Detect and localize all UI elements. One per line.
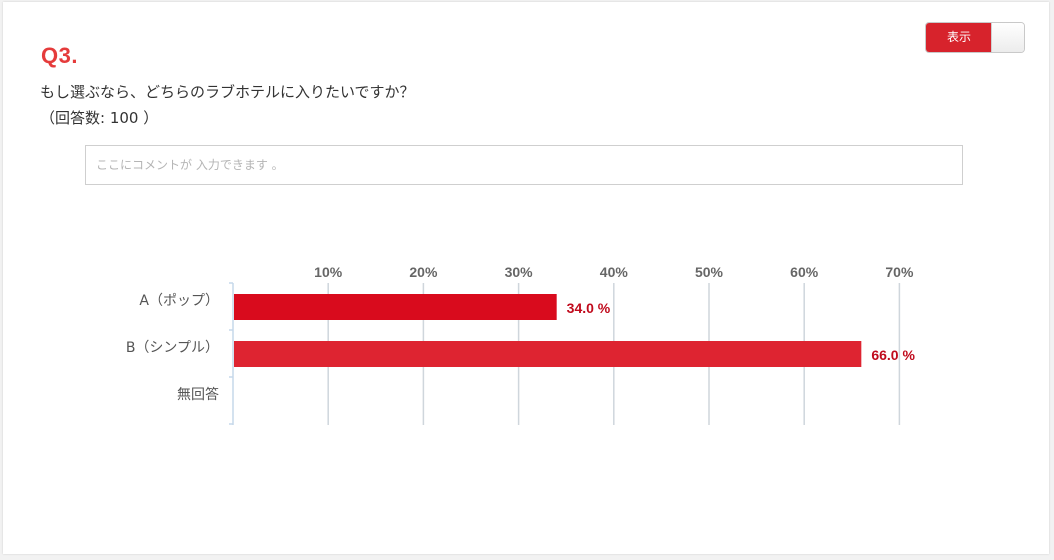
category-label: 無回答 bbox=[177, 386, 219, 403]
category-label: B（シンプル） bbox=[126, 340, 219, 356]
display-toggle[interactable]: 表示 bbox=[925, 22, 1025, 53]
x-tick-label: 30% bbox=[505, 264, 534, 280]
x-tick-label: 40% bbox=[600, 264, 629, 280]
toggle-knob[interactable] bbox=[991, 23, 1024, 52]
bar bbox=[234, 294, 557, 320]
x-tick-label: 10% bbox=[314, 264, 343, 280]
x-tick-label: 60% bbox=[790, 264, 819, 280]
x-tick-label: 50% bbox=[695, 264, 724, 280]
category-labels: A（ポップ） B（シンプル） 無回答 bbox=[126, 293, 219, 403]
category-label: A（ポップ） bbox=[139, 293, 219, 309]
question-text: もし選ぶなら、どちらのラブホテルに入りたいですか？ bbox=[40, 83, 415, 101]
x-tick-label: 70% bbox=[885, 264, 914, 280]
response-count: （回答数: 100 ） bbox=[40, 109, 159, 127]
question-card bbox=[3, 2, 1049, 554]
x-axis-ticks: 10% 20% 30% 40% 50% 60% 70% bbox=[314, 264, 914, 280]
category-axis bbox=[229, 282, 234, 425]
value-labels: 34.0 % 66.0 % bbox=[567, 300, 916, 363]
comment-input[interactable] bbox=[85, 145, 963, 185]
bars bbox=[234, 294, 862, 367]
question-number: Q3. bbox=[41, 43, 78, 68]
x-tick-label: 20% bbox=[409, 264, 438, 280]
value-label: 34.0 % bbox=[567, 300, 611, 316]
toggle-label: 表示 bbox=[926, 23, 992, 52]
value-label: 66.0 % bbox=[871, 347, 915, 363]
bar bbox=[234, 341, 862, 367]
